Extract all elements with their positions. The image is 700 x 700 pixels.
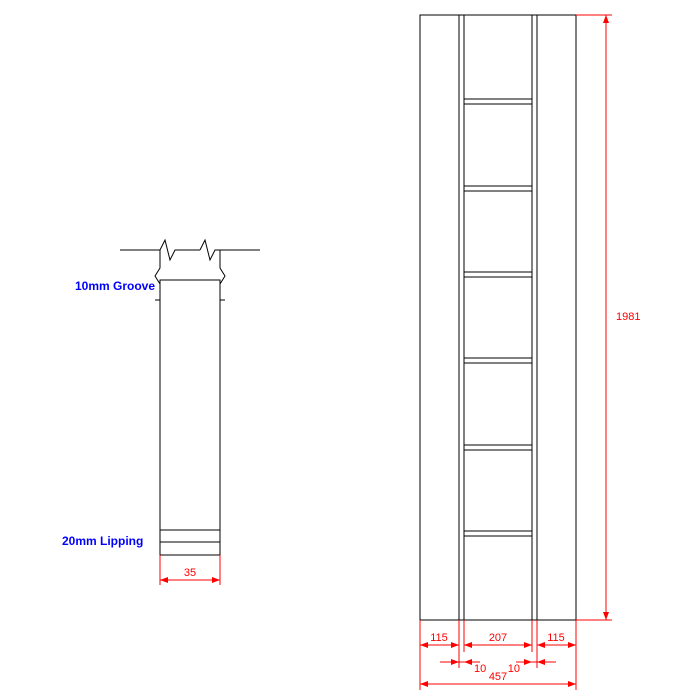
note-lipping: 20mm Lipping bbox=[62, 534, 143, 548]
section-detail: 10mm Groove 20mm Lipping 35 bbox=[62, 240, 260, 585]
svg-text:115: 115 bbox=[547, 632, 565, 644]
dim-height: 1981 bbox=[576, 15, 640, 620]
dim-overall-width: 457 bbox=[420, 620, 576, 690]
svg-text:10: 10 bbox=[508, 663, 520, 675]
note-groove: 10mm Groove bbox=[75, 279, 155, 293]
svg-text:207: 207 bbox=[489, 632, 507, 644]
door-elevation: 1981 115 207 115 10 10 bbox=[420, 15, 640, 690]
technical-drawing: 10mm Groove 20mm Lipping 35 bbox=[0, 0, 700, 700]
svg-text:457: 457 bbox=[489, 671, 507, 683]
svg-text:10: 10 bbox=[474, 663, 486, 675]
svg-text:115: 115 bbox=[430, 632, 448, 644]
dim-section-width: 35 bbox=[160, 555, 220, 585]
svg-text:35: 35 bbox=[184, 567, 196, 579]
svg-text:1981: 1981 bbox=[616, 311, 640, 323]
rails bbox=[464, 99, 532, 536]
dim-row-1: 115 207 115 bbox=[420, 620, 576, 668]
